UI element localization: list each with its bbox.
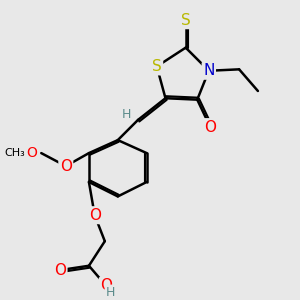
Text: O: O <box>100 278 112 293</box>
Text: H: H <box>122 108 131 121</box>
Text: O: O <box>26 146 37 160</box>
Text: O: O <box>54 262 66 278</box>
Text: O: O <box>89 208 101 223</box>
Text: CH₃: CH₃ <box>4 148 26 158</box>
Text: O: O <box>60 159 72 174</box>
Text: H: H <box>106 286 115 299</box>
Text: S: S <box>181 13 190 28</box>
Text: O: O <box>204 120 216 135</box>
Text: N: N <box>203 63 214 78</box>
Text: S: S <box>152 59 162 74</box>
